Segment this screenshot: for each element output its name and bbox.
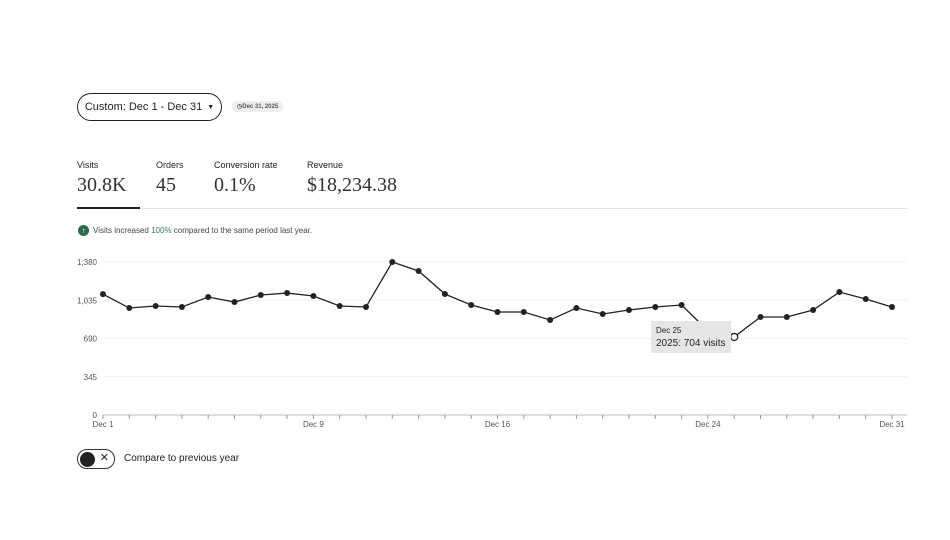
y-tick-label: 0 bbox=[93, 411, 98, 420]
data-point bbox=[441, 291, 448, 298]
series-line bbox=[102, 261, 893, 338]
data-point bbox=[257, 292, 264, 299]
data-point bbox=[599, 310, 606, 317]
data-point bbox=[363, 304, 369, 311]
active-metric-underline bbox=[77, 207, 140, 209]
close-x-icon: ✕ bbox=[99, 452, 109, 464]
metric-value: $18,234.38 bbox=[307, 174, 397, 196]
y-tick-label: 690 bbox=[84, 335, 98, 344]
date-badge-text: Dec 31, 2025 bbox=[242, 104, 279, 110]
tooltip-value: 2025: 704 visits bbox=[656, 338, 726, 349]
data-point bbox=[547, 316, 554, 323]
data-point bbox=[336, 303, 343, 310]
metric-label: Conversion rate bbox=[214, 160, 278, 170]
y-tick-label: 1,035 bbox=[77, 296, 98, 305]
data-point bbox=[652, 304, 659, 311]
data-point bbox=[494, 309, 501, 316]
metric-label: Revenue bbox=[307, 160, 344, 170]
data-point bbox=[730, 332, 739, 342]
data-point bbox=[783, 313, 790, 320]
metric-label: Visits bbox=[77, 160, 99, 170]
y-tick-label: 345 bbox=[84, 373, 98, 382]
data-point bbox=[678, 302, 685, 309]
arrow-up-icon: ↑ bbox=[78, 225, 89, 236]
date-range-label: Custom: Dec 1 - Dec 31 bbox=[84, 101, 203, 113]
visits-note: ↑ Visits increased 100% compared to the … bbox=[78, 225, 312, 236]
note-percent: 100% bbox=[151, 226, 172, 235]
date-badge: ◷Dec 31, 2025 bbox=[232, 101, 284, 112]
x-tick-label: Dec 31 bbox=[879, 420, 905, 429]
data-point bbox=[520, 309, 527, 316]
x-tick-label: Dec 16 bbox=[485, 420, 511, 429]
y-tick-label: 1,380 bbox=[77, 258, 98, 267]
metric-revenue[interactable]: Revenue $18,234.38 bbox=[307, 160, 397, 197]
data-point bbox=[126, 305, 133, 312]
compare-label: Compare to previous year bbox=[124, 453, 240, 464]
clock-icon: ◷ bbox=[237, 104, 243, 110]
data-point bbox=[152, 303, 159, 310]
metric-value: 0.1% bbox=[214, 174, 256, 196]
compare-toggle[interactable]: ✕ bbox=[77, 449, 115, 469]
divider bbox=[77, 208, 908, 209]
metric-conversion[interactable]: Conversion rate 0.1% bbox=[214, 160, 278, 197]
data-point bbox=[178, 304, 185, 311]
data-point bbox=[810, 307, 817, 314]
data-point bbox=[231, 299, 238, 306]
data-point bbox=[468, 302, 475, 309]
metric-label: Orders bbox=[156, 160, 184, 170]
chart-tooltip: Dec 25 2025: 704 visits bbox=[651, 321, 731, 353]
data-point bbox=[389, 259, 396, 265]
data-point bbox=[836, 289, 843, 296]
x-tick-label: Dec 24 bbox=[695, 420, 721, 429]
note-suffix: compared to the same period last year. bbox=[171, 226, 313, 235]
data-point bbox=[889, 304, 895, 311]
tooltip-date: Dec 25 bbox=[656, 326, 682, 335]
data-point bbox=[415, 267, 422, 274]
date-range-dropdown[interactable]: Custom: Dec 1 - Dec 31 ▼ bbox=[77, 93, 222, 121]
toggle-knob bbox=[80, 451, 95, 467]
data-point bbox=[205, 294, 212, 301]
metric-value: 45 bbox=[156, 174, 176, 196]
data-point bbox=[573, 305, 580, 312]
caret-down-icon: ▼ bbox=[207, 103, 215, 111]
metric-orders[interactable]: Orders 45 bbox=[156, 160, 184, 197]
data-point bbox=[862, 296, 869, 303]
x-tick-label: Dec 9 bbox=[303, 420, 324, 429]
data-point bbox=[310, 293, 317, 300]
data-point bbox=[757, 313, 764, 320]
data-point bbox=[626, 307, 632, 314]
metric-value: 30.8K bbox=[77, 174, 127, 196]
data-point bbox=[284, 290, 291, 297]
note-prefix: Visits increased bbox=[93, 226, 152, 235]
x-tick-label: Dec 1 bbox=[93, 420, 114, 429]
data-point bbox=[100, 291, 106, 298]
metric-visits[interactable]: Visits 30.8K bbox=[77, 160, 126, 197]
